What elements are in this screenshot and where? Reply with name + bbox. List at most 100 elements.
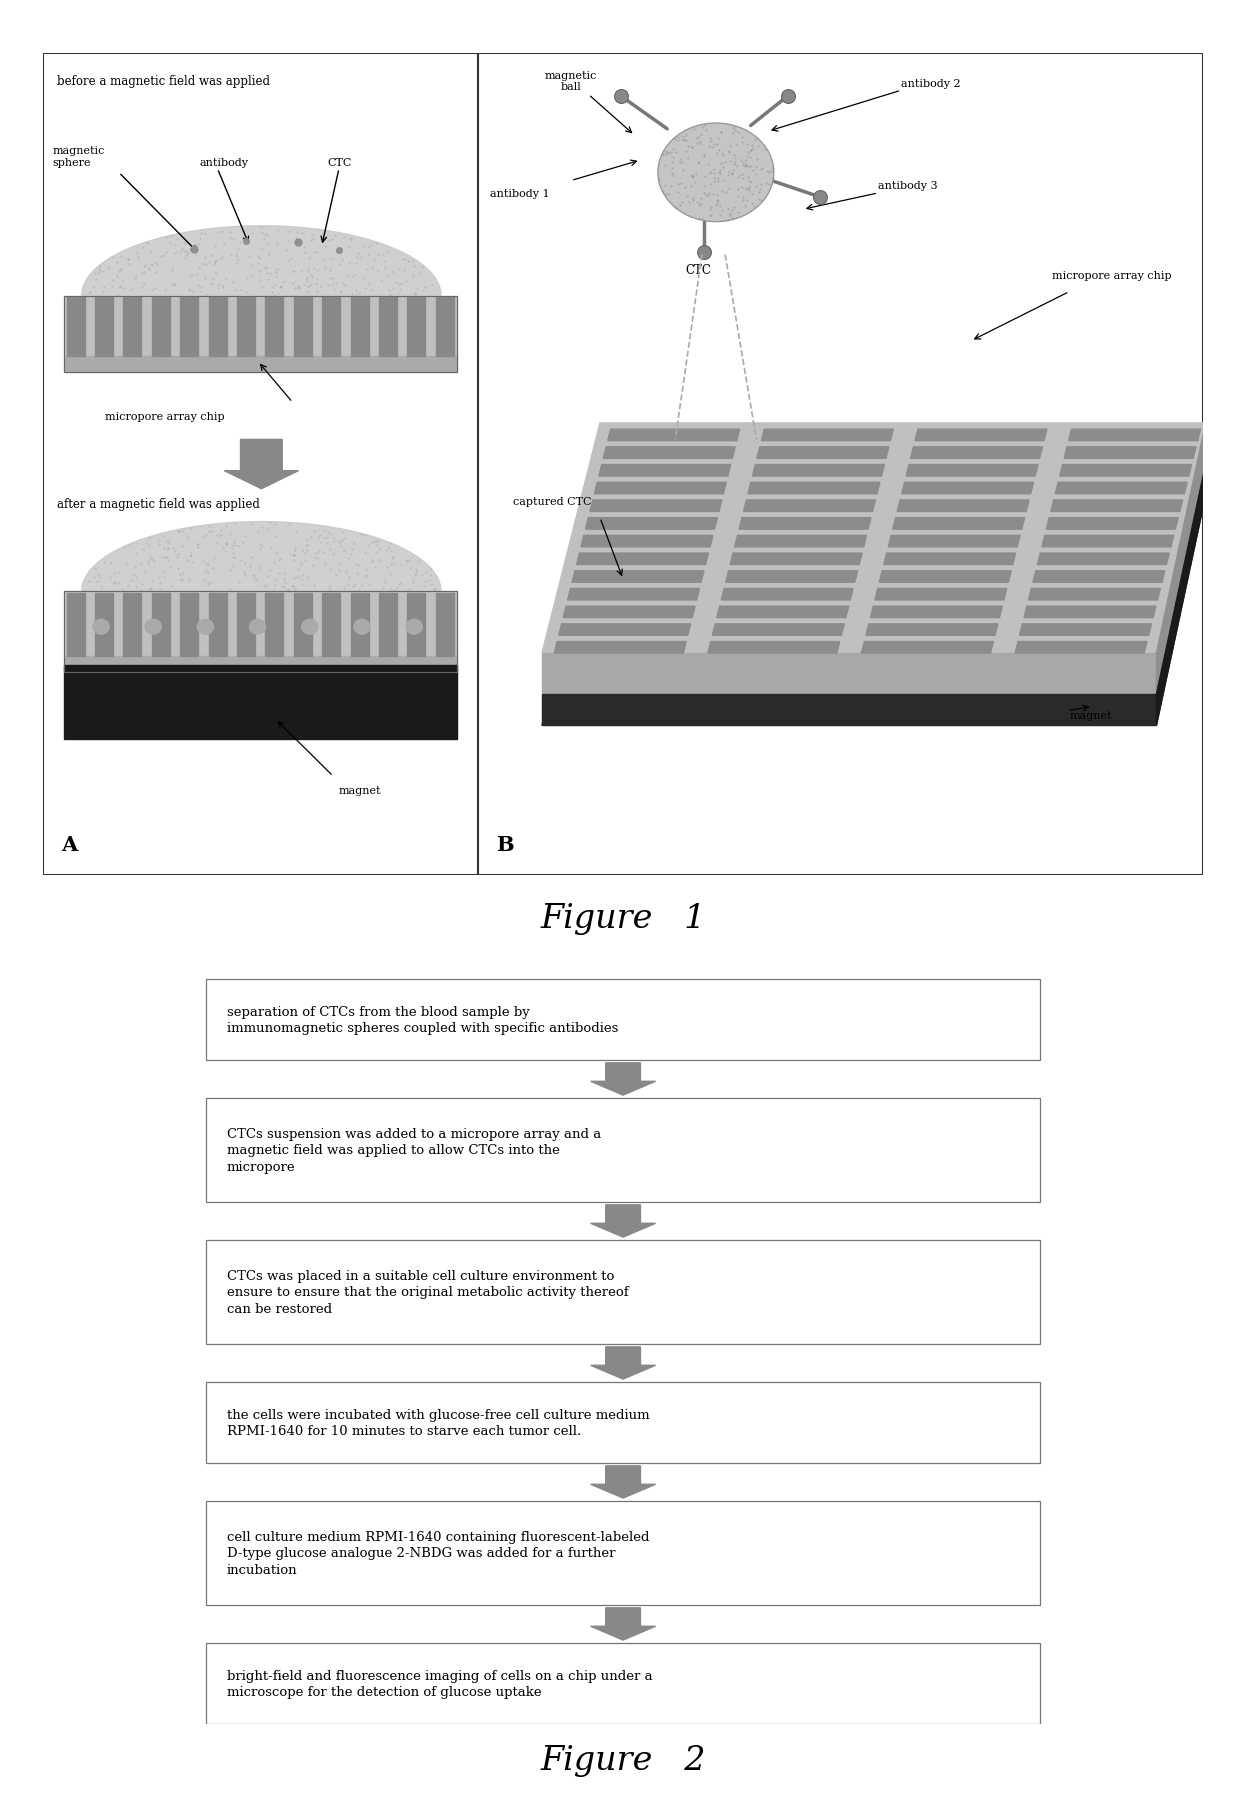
Polygon shape	[730, 554, 862, 565]
Point	[248, 249, 268, 278]
Point	[403, 569, 423, 597]
Point	[665, 193, 684, 222]
Point	[234, 549, 254, 578]
Point	[657, 139, 677, 168]
Point	[335, 224, 355, 253]
Point	[686, 125, 706, 153]
Point	[172, 532, 192, 561]
Point	[413, 561, 433, 590]
Text: CTC: CTC	[327, 157, 352, 168]
Point	[405, 560, 425, 588]
Point	[732, 173, 751, 202]
Point	[668, 126, 688, 155]
Point	[672, 148, 692, 177]
Point	[264, 282, 284, 310]
Point	[219, 556, 239, 585]
Polygon shape	[712, 625, 844, 635]
Point	[682, 134, 702, 162]
Point	[294, 570, 314, 599]
Bar	[322, 298, 340, 356]
Point	[682, 161, 702, 190]
Point	[707, 191, 727, 220]
Bar	[67, 298, 84, 356]
Point	[746, 146, 766, 175]
Point	[275, 267, 295, 296]
Bar	[237, 298, 255, 356]
Point	[104, 560, 124, 588]
Point	[211, 516, 231, 545]
Point	[678, 144, 698, 173]
Point	[162, 572, 182, 601]
Point	[339, 543, 358, 572]
Point	[377, 578, 397, 606]
Point	[223, 532, 243, 561]
Point	[299, 244, 319, 273]
Point	[212, 217, 232, 245]
Point	[308, 265, 327, 294]
Point	[374, 255, 394, 283]
Point	[113, 274, 133, 303]
Point	[382, 543, 402, 572]
Point	[692, 114, 712, 143]
Point	[393, 245, 413, 274]
Point	[229, 532, 249, 561]
Point	[180, 276, 200, 305]
Point	[233, 529, 253, 558]
Point	[242, 262, 262, 291]
Point	[242, 543, 262, 572]
Bar	[64, 592, 458, 657]
Polygon shape	[554, 643, 686, 653]
Point	[734, 152, 754, 180]
Point	[113, 267, 133, 296]
Point	[742, 132, 761, 161]
Point	[702, 171, 722, 200]
Point	[254, 570, 274, 599]
Point	[110, 256, 130, 285]
Point	[273, 572, 293, 601]
Point	[223, 226, 243, 255]
Point	[221, 218, 241, 247]
Point	[699, 125, 719, 153]
Point	[179, 276, 198, 305]
Point	[279, 217, 299, 245]
Point	[724, 144, 744, 173]
Point	[227, 240, 247, 269]
Point	[195, 244, 215, 273]
Point	[652, 141, 672, 170]
Point	[161, 222, 181, 251]
Point	[379, 534, 399, 563]
Point	[298, 267, 317, 296]
Polygon shape	[898, 500, 1029, 513]
Point	[184, 276, 203, 305]
Polygon shape	[542, 653, 1157, 695]
Point	[675, 123, 694, 152]
Point	[737, 143, 756, 171]
Point	[131, 273, 151, 301]
Point	[184, 262, 203, 291]
Bar	[64, 296, 458, 357]
Point	[711, 191, 730, 220]
Point	[749, 186, 769, 215]
Point	[348, 551, 368, 579]
Point	[298, 278, 317, 307]
Point	[759, 159, 779, 188]
Point	[223, 543, 243, 572]
Point	[740, 170, 760, 199]
Point	[227, 531, 247, 560]
Point	[694, 179, 714, 208]
Point	[108, 282, 128, 310]
Point	[196, 522, 216, 551]
Point	[269, 560, 289, 588]
Point	[187, 531, 207, 560]
Point	[125, 560, 145, 588]
Point	[310, 522, 330, 551]
Point	[360, 271, 379, 300]
Point	[205, 251, 224, 280]
Text: antibody: antibody	[200, 157, 249, 168]
Point	[295, 238, 315, 267]
Point	[141, 543, 161, 572]
Point	[275, 569, 295, 597]
Point	[683, 184, 703, 213]
Point	[701, 200, 720, 229]
Point	[268, 280, 288, 309]
